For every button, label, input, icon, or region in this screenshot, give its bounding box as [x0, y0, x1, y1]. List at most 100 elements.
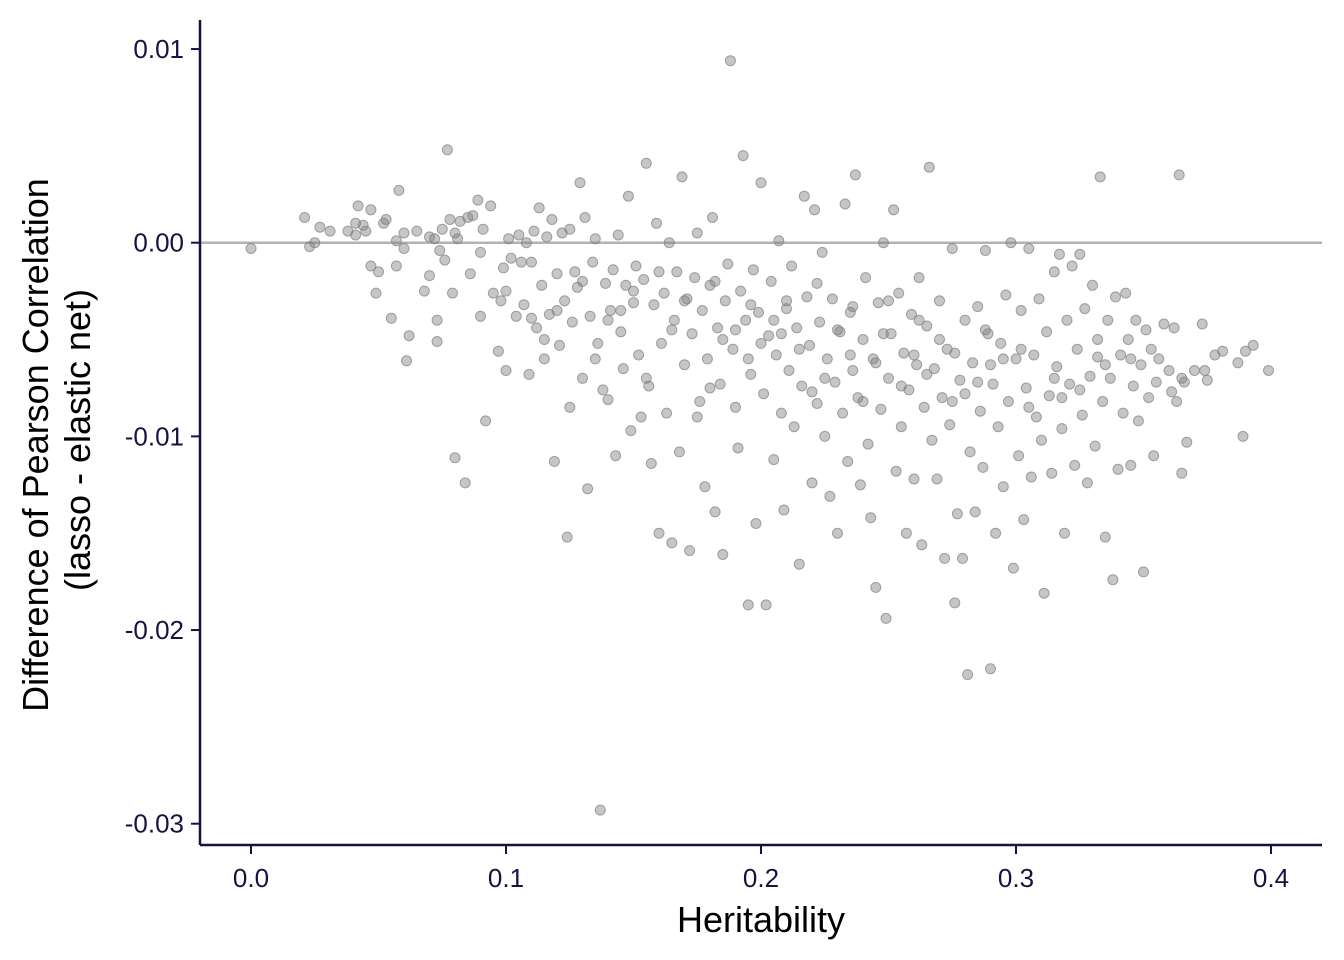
data-point	[1122, 334, 1134, 345]
data-point	[939, 552, 951, 564]
data-point	[633, 349, 645, 361]
data-point	[615, 305, 627, 316]
data-point	[436, 223, 448, 235]
data-point	[526, 256, 537, 268]
data-point	[691, 411, 703, 423]
data-point	[582, 483, 594, 495]
data-point	[1232, 357, 1244, 369]
data-point	[487, 287, 499, 299]
data-point	[1125, 353, 1137, 365]
data-point	[691, 227, 703, 239]
data-point	[447, 287, 458, 299]
data-point	[1064, 378, 1076, 390]
data-point	[732, 442, 744, 454]
data-point	[500, 285, 512, 297]
data-point	[730, 401, 741, 413]
data-point	[648, 299, 660, 311]
data-point	[913, 272, 925, 284]
data-point	[694, 396, 706, 407]
data-point	[781, 295, 792, 307]
data-point	[1263, 365, 1274, 376]
data-point	[1081, 477, 1093, 489]
data-point	[709, 275, 721, 287]
data-point	[520, 237, 532, 249]
y-axis-title-line-2: (lasso - elastic net)	[57, 289, 98, 591]
data-point	[877, 237, 889, 249]
data-point	[503, 233, 515, 245]
data-point	[819, 372, 831, 384]
data-point	[972, 376, 984, 388]
data-point	[299, 212, 311, 223]
data-point	[538, 334, 550, 345]
data-point	[1020, 382, 1032, 394]
data-point	[946, 243, 958, 254]
data-point	[600, 277, 611, 289]
data-point	[666, 324, 678, 336]
data-point	[1115, 349, 1127, 361]
data-point	[597, 384, 609, 396]
data-point	[1036, 434, 1047, 446]
data-point	[523, 368, 535, 380]
data-point	[610, 450, 622, 462]
data-point	[880, 612, 892, 624]
data-point	[617, 363, 629, 375]
data-point	[934, 295, 945, 307]
data-point	[605, 305, 616, 316]
data-point	[548, 456, 560, 467]
data-point	[801, 291, 813, 303]
data-point	[957, 552, 968, 564]
data-point	[949, 597, 961, 609]
data-point	[814, 316, 826, 328]
data-point	[500, 365, 512, 376]
data-point	[1053, 248, 1065, 260]
data-point	[564, 223, 576, 235]
data-point	[793, 558, 805, 570]
data-point	[1025, 471, 1037, 483]
x-tick-label: 0.3	[998, 863, 1034, 893]
data-point	[791, 322, 803, 334]
data-point	[1089, 440, 1101, 452]
data-point	[740, 314, 752, 326]
data-point	[1127, 380, 1139, 392]
data-point	[847, 365, 859, 376]
data-point	[1048, 266, 1060, 278]
data-point	[373, 266, 384, 278]
data-point	[755, 177, 767, 189]
data-point	[526, 312, 537, 324]
data-point	[972, 301, 984, 313]
data-point	[753, 306, 764, 318]
data-point	[1189, 365, 1200, 376]
data-point	[844, 306, 856, 318]
data-point	[352, 200, 364, 212]
data-point	[1087, 279, 1098, 291]
data-point	[786, 260, 798, 272]
data-point	[424, 270, 435, 282]
data-point	[360, 225, 372, 237]
data-point	[964, 446, 976, 458]
data-point	[459, 477, 471, 489]
data-point	[699, 481, 711, 493]
data-point	[551, 305, 563, 316]
data-point	[997, 481, 1009, 493]
data-point	[1059, 527, 1070, 539]
data-point	[651, 217, 662, 229]
data-point	[832, 324, 843, 336]
data-point	[974, 405, 986, 417]
data-point	[434, 245, 446, 256]
data-point	[727, 343, 739, 355]
data-point	[449, 452, 461, 464]
data-point	[554, 339, 565, 351]
data-point	[890, 465, 902, 477]
data-point	[1125, 459, 1137, 471]
data-point	[625, 425, 637, 437]
data-point	[594, 804, 606, 816]
data-point	[1110, 291, 1121, 303]
data-point	[1143, 392, 1155, 404]
data-point	[1140, 324, 1152, 336]
data-point	[561, 531, 573, 543]
data-point	[370, 287, 382, 299]
data-point	[747, 264, 759, 276]
data-point	[1028, 349, 1040, 361]
data-point	[684, 545, 696, 557]
